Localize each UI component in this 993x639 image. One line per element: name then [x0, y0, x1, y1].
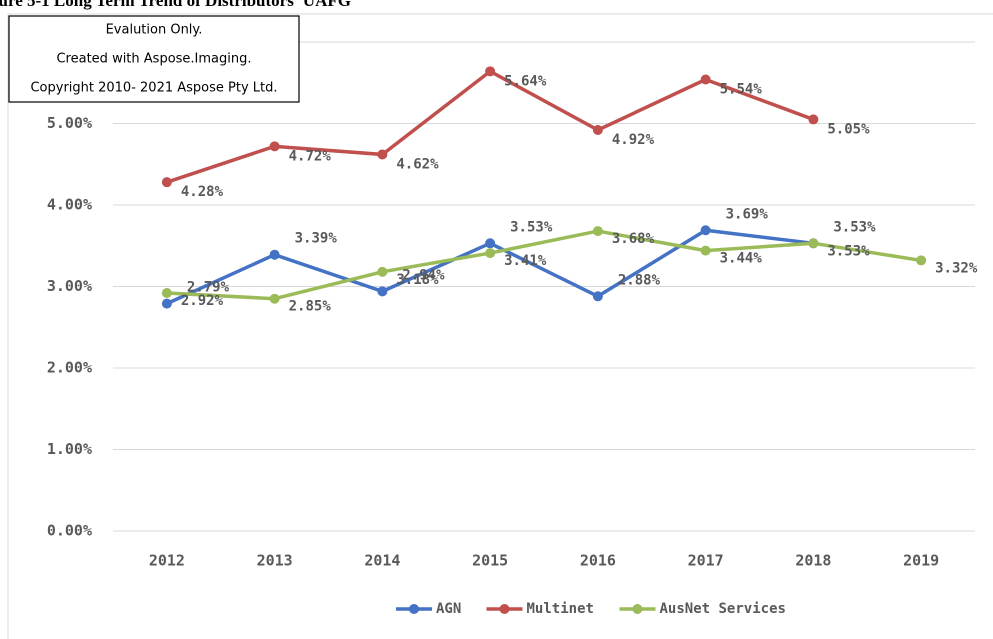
data-label: 3.44%: [720, 251, 763, 267]
point: [592, 125, 603, 136]
point: [161, 177, 172, 188]
data-label: 3.18%: [396, 272, 439, 288]
x-tick-label: 2016: [580, 552, 616, 570]
y-tick-label: 5.00%: [47, 114, 92, 132]
x-tick-label: 2018: [795, 552, 831, 570]
point: [485, 238, 496, 249]
point: [700, 225, 711, 236]
y-tick-label: 2.00%: [47, 359, 92, 377]
plot: 0.00% 1.00% 2.00% 3.00% 4.00% 5.00% 2012 2013 20…: [47, 41, 978, 617]
chart-title: gure 5-1 Long Term Trend of Distributors…: [0, 0, 351, 10]
point: [700, 245, 711, 256]
point: [269, 249, 280, 260]
data-label: 3.68%: [612, 231, 655, 247]
x-tick-label: 2017: [688, 552, 724, 570]
x-tick-label: 2012: [149, 552, 185, 570]
data-label: 3.53%: [827, 243, 870, 259]
data-label: 2.92%: [181, 293, 224, 309]
point: [269, 141, 280, 152]
point: [377, 286, 388, 297]
data-label: 4.92%: [612, 132, 655, 148]
watermark-line: Created with Aspose.Imaging.: [56, 52, 251, 67]
legend-label: AusNet Services: [660, 601, 786, 617]
series-line: [166, 229, 922, 301]
point: [161, 298, 172, 309]
point: [592, 291, 603, 302]
data-label: 3.69%: [726, 206, 769, 222]
point: [700, 74, 711, 85]
x-tick-label: 2015: [472, 552, 508, 570]
legend-label: AGN: [436, 601, 461, 617]
data-label: 5.54%: [720, 81, 763, 97]
data-label: 3.39%: [295, 231, 338, 247]
data-label: 4.62%: [396, 156, 439, 172]
data-label: 3.32%: [935, 260, 978, 276]
point: [485, 248, 496, 259]
data-label: 3.41%: [504, 253, 547, 269]
data-label: 3.53%: [833, 219, 876, 235]
data-label: 4.28%: [181, 184, 224, 200]
x-tick-label: 2019: [903, 552, 939, 570]
data-label: 4.72%: [289, 148, 332, 164]
y-tick-label: 0.00%: [47, 522, 92, 540]
legend-marker: [409, 604, 419, 614]
point: [377, 149, 388, 160]
point: [592, 226, 603, 237]
data-label: 2.79%: [187, 280, 230, 296]
data-label: 5.05%: [827, 121, 870, 137]
y-tick-label: 4.00%: [47, 196, 92, 214]
y-tick-label: 1.00%: [47, 440, 92, 458]
legend-label: Multinet: [527, 601, 594, 617]
legend-marker: [632, 604, 643, 614]
x-tick-label: 2013: [257, 552, 293, 570]
x-tick-label: 2014: [364, 552, 400, 570]
data-label: 3.53%: [510, 219, 553, 235]
data-label: 2.94%: [402, 267, 445, 283]
y-tick-label: 3.00%: [47, 277, 92, 295]
watermark-line: Copyright 2010- 2021 Aspose Pty Ltd.: [30, 81, 277, 96]
data-label: 2.85%: [289, 299, 332, 315]
point: [808, 238, 819, 249]
point: [916, 255, 927, 266]
watermark-box: [8, 15, 300, 103]
point: [269, 293, 280, 304]
watermark-line: Evalution Only.: [106, 23, 203, 38]
point: [485, 66, 496, 77]
point: [377, 266, 388, 277]
data-label: 5.64%: [504, 73, 547, 89]
point: [161, 288, 172, 299]
point: [808, 114, 819, 125]
legend-marker: [499, 604, 510, 614]
chart-frame: [7, 13, 993, 639]
data-label: 2.88%: [618, 272, 661, 288]
